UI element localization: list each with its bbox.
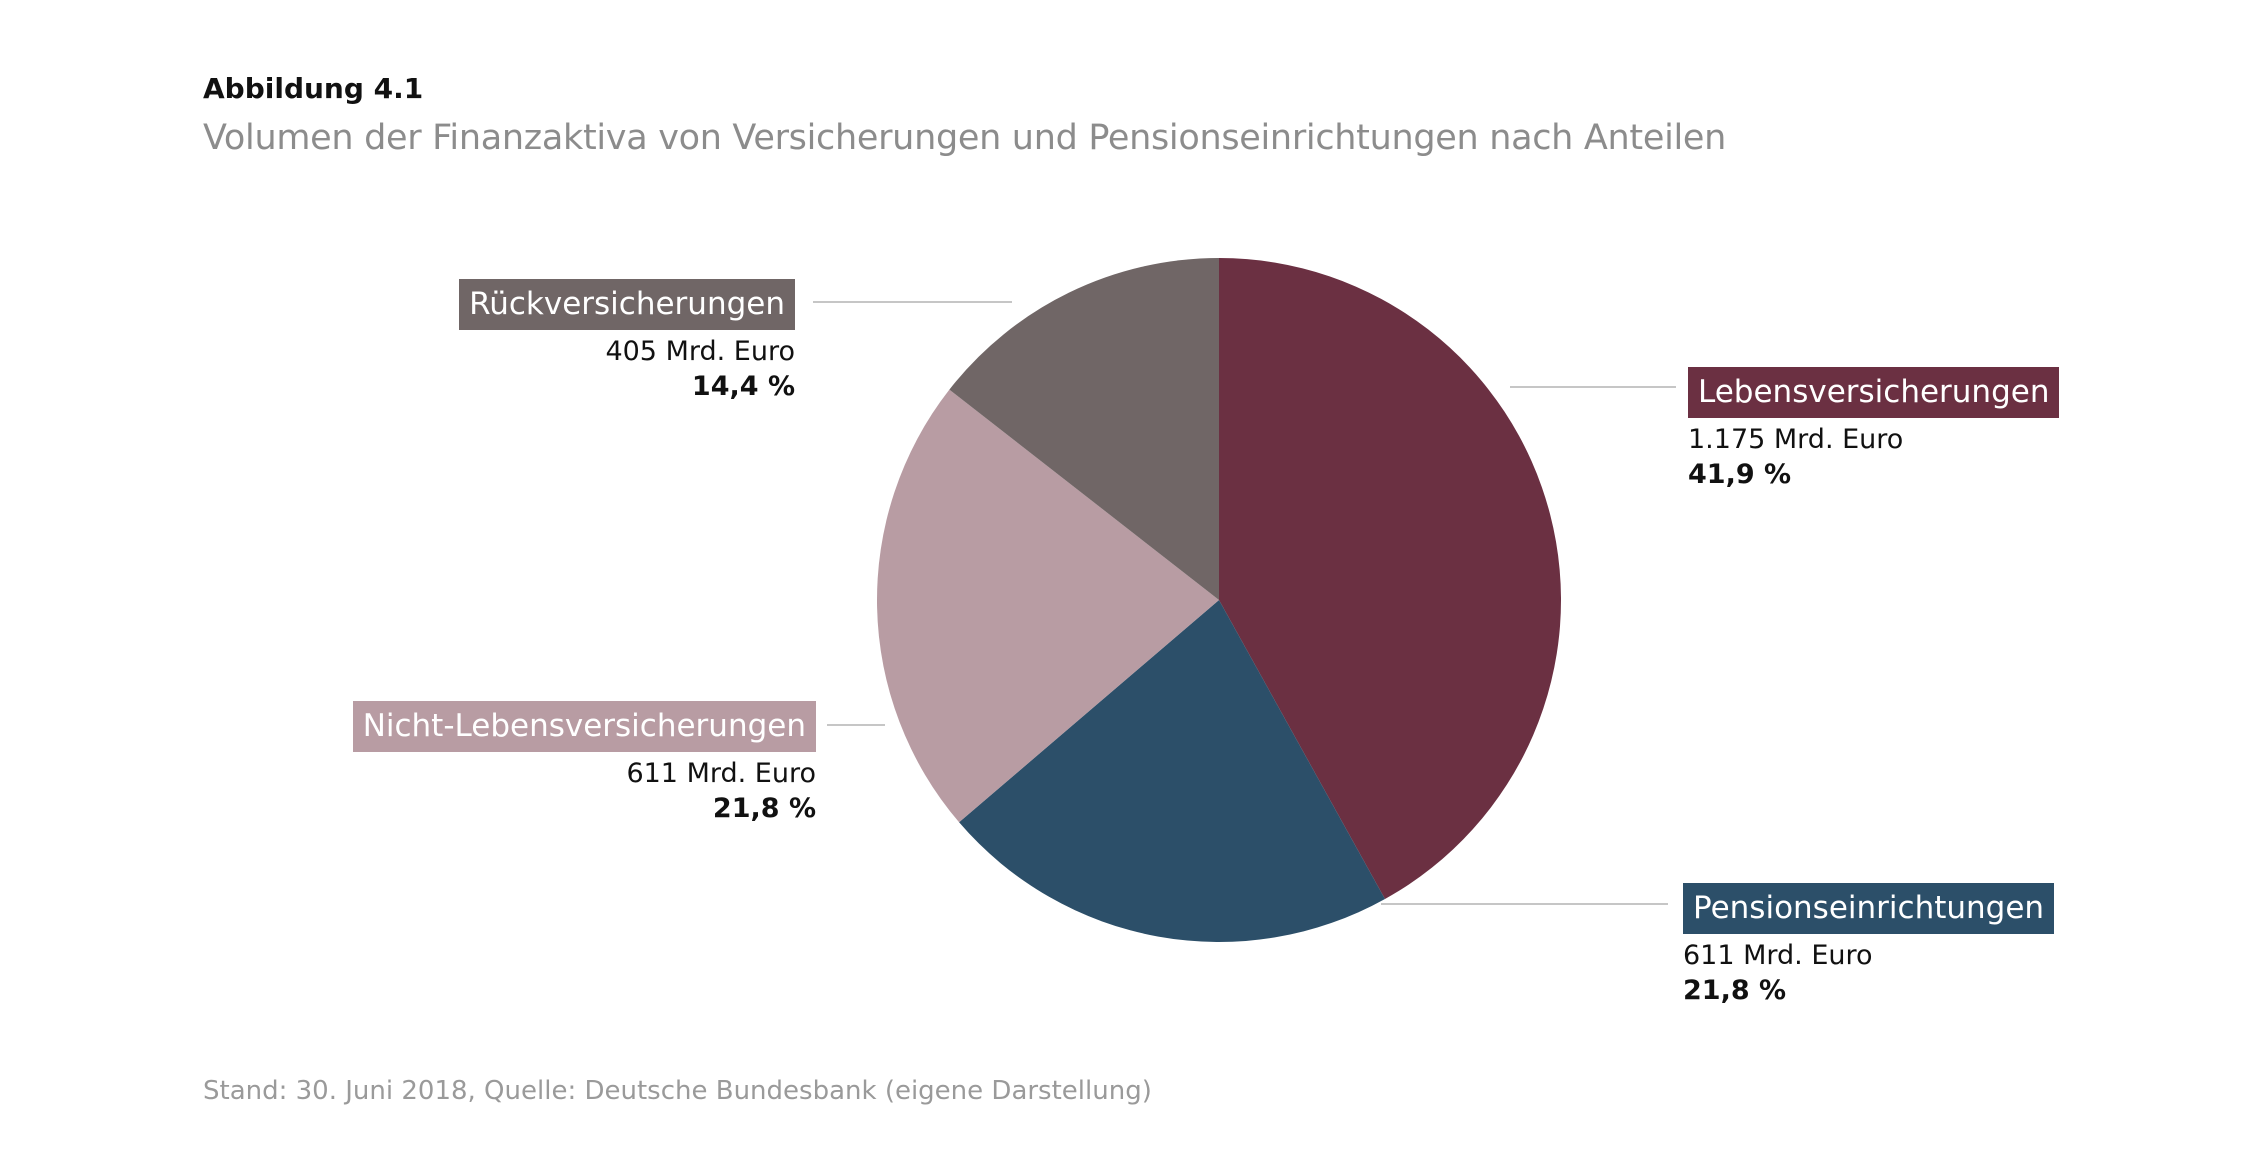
share-text: 41,9 %	[1688, 459, 1792, 490]
pie-slice-r-ckversicherungen	[949, 258, 1219, 600]
share-text: 21,8 %	[1683, 975, 1787, 1006]
slice-label-nicht-lebensversicherungen: Nicht-Lebensversicherungen 611 Mrd. Euro…	[352, 701, 816, 826]
share-text: 21,8 %	[712, 793, 816, 824]
amount-text: 405 Mrd. Euro	[605, 336, 795, 367]
amount-text: 611 Mrd. Euro	[1683, 940, 1873, 971]
slice-label-rueckversicherungen: Rückversicherungen 405 Mrd. Euro 14,4 %	[459, 279, 795, 404]
category-badge: Lebensversicherungen	[1688, 367, 2060, 418]
share-text: 14,4 %	[691, 371, 795, 402]
slice-label-pensionseinrichtungen: Pensionseinrichtungen 611 Mrd. Euro 21,8…	[1683, 883, 2055, 1008]
source-note: Stand: 30. Juni 2018, Quelle: Deutsche B…	[203, 1076, 1152, 1106]
category-badge: Pensionseinrichtungen	[1683, 883, 2055, 934]
pie-slice-pensionseinrichtungen	[959, 600, 1385, 942]
figure-number: Abbildung 4.1	[203, 72, 424, 105]
pie-slice-lebensversicherungen	[1219, 258, 1561, 900]
pie-slice-nicht-lebensversicherungen	[877, 389, 1219, 823]
category-badge: Nicht-Lebensversicherungen	[352, 701, 816, 752]
slice-label-lebensversicherungen: Lebensversicherungen 1.175 Mrd. Euro 41,…	[1688, 367, 2060, 492]
amount-text: 611 Mrd. Euro	[626, 758, 816, 789]
figure-title: Volumen der Finanzaktiva von Versicherun…	[203, 118, 1727, 158]
amount-text: 1.175 Mrd. Euro	[1688, 424, 1904, 455]
category-badge: Rückversicherungen	[459, 279, 795, 330]
